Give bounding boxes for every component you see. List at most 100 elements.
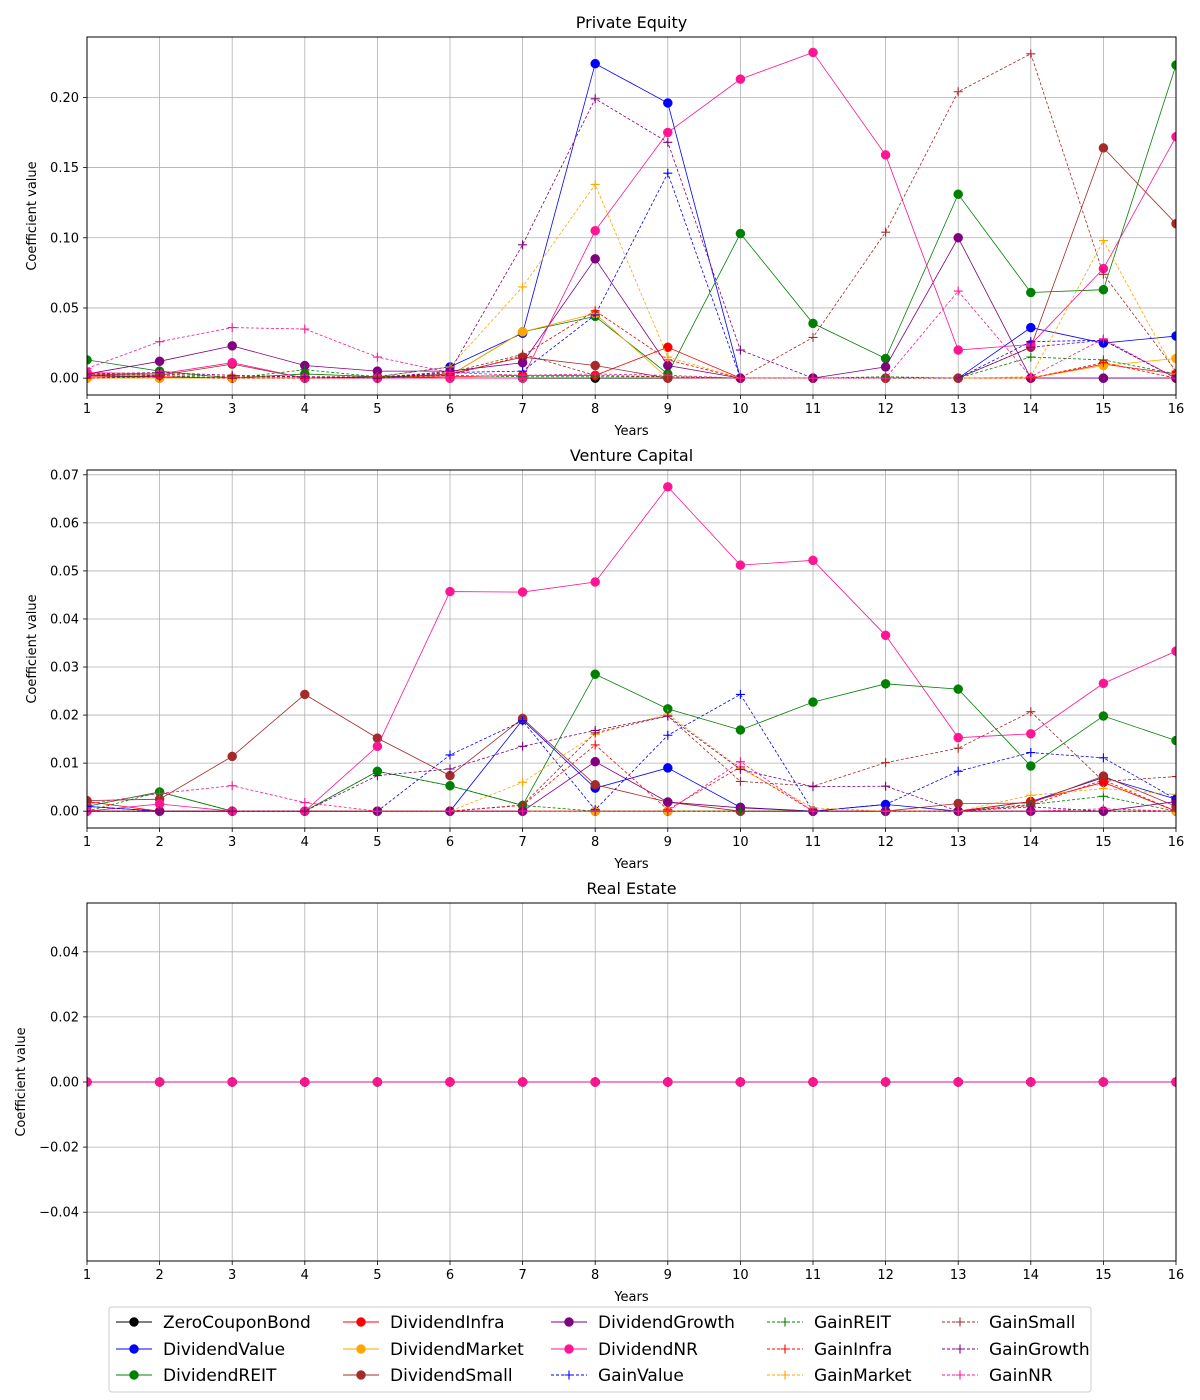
series-line: [87, 183, 1176, 379]
data-point: [155, 806, 165, 816]
series-dividendvalue: [87, 58, 1176, 383]
data-point: [372, 1077, 382, 1087]
data-point: [1026, 790, 1036, 800]
series-gainvalue: [87, 168, 1176, 383]
data-point: [1026, 287, 1036, 298]
data-point: [518, 806, 528, 816]
x-tick-label: 16: [1168, 1268, 1185, 1283]
data-point: [953, 286, 963, 296]
data-point: [590, 179, 600, 189]
data-point: [1098, 143, 1109, 153]
data-point: [808, 332, 818, 342]
legend-marker: [955, 1344, 965, 1354]
data-point: [953, 373, 963, 383]
series-dividendnr: [87, 47, 1176, 383]
x-tick-label: 1: [83, 1268, 91, 1283]
data-point: [953, 766, 963, 776]
chart-panel-real-estate: 1 2 3 4 5 6 7 8 9 10 11 12 13 14 15 16−0.04−0.020.000.0…: [14, 879, 1184, 1305]
data-point: [881, 806, 891, 816]
data-point: [590, 94, 600, 104]
x-tick-label: 5: [373, 402, 381, 417]
data-point: [735, 74, 746, 84]
series-gainreit: [87, 766, 1176, 816]
legend-item-zerocouponbond: ZeroCouponBond: [116, 1313, 311, 1333]
series-line: [87, 715, 1176, 812]
y-tick-label: 0.05: [50, 564, 79, 579]
x-tick-label: 11: [805, 1268, 822, 1283]
y-tick-label: 0.00: [50, 372, 79, 387]
legend-item-dividendmarket: DividendMarket: [343, 1340, 524, 1360]
data-point: [1098, 373, 1109, 383]
data-point: [227, 341, 237, 351]
series-line: [87, 172, 1176, 379]
data-point: [372, 771, 382, 781]
data-point: [300, 689, 310, 700]
data-point: [663, 711, 673, 721]
x-tick-label: 7: [518, 1268, 526, 1283]
data-point: [445, 1077, 455, 1087]
data-point: [880, 679, 891, 689]
series-line: [87, 761, 1176, 812]
x-tick-label: 2: [155, 402, 163, 417]
data-point: [227, 323, 237, 333]
series-line: [87, 693, 1176, 812]
x-axis-label: Years: [613, 1290, 649, 1305]
data-point: [155, 1077, 165, 1087]
x-tick-label: 6: [446, 1268, 454, 1283]
y-tick-label: 0.07: [50, 468, 79, 483]
data-point: [953, 684, 963, 694]
legend-marker: [780, 1317, 790, 1327]
y-tick-label: 0.04: [50, 612, 79, 627]
data-point: [880, 362, 891, 372]
data-point: [953, 87, 963, 97]
series-group: [87, 47, 1176, 383]
x-tick-label: 7: [518, 402, 526, 417]
legend-item-gaininfra: GainInfra: [767, 1340, 892, 1360]
data-point: [1026, 322, 1036, 333]
x-tick-label: 6: [446, 835, 454, 850]
data-point: [590, 360, 600, 371]
data-point: [155, 788, 165, 798]
data-point: [445, 806, 455, 816]
data-point: [808, 806, 818, 816]
data-point: [87, 795, 92, 806]
legend-marker: [564, 1370, 574, 1380]
chart-panel-venture-capital: 1 2 3 4 5 6 7 8 9 10 11 12 13 14 15 160.000.010.020.030…: [25, 446, 1184, 872]
legend-marker: [564, 1317, 574, 1327]
data-point: [87, 801, 92, 811]
data-point: [663, 806, 673, 816]
data-point: [590, 725, 600, 735]
x-tick-label: 5: [373, 835, 381, 850]
data-point: [1026, 352, 1036, 362]
legend-item-gainnr: GainNR: [942, 1366, 1053, 1386]
data-point: [1098, 791, 1108, 801]
data-point: [300, 324, 310, 334]
data-point: [1171, 735, 1176, 746]
x-tick-label: 15: [1095, 835, 1112, 850]
x-tick-label: 14: [1023, 1268, 1040, 1283]
legend-item-dividendvalue: DividendValue: [116, 1340, 285, 1360]
data-point: [735, 560, 746, 570]
legend-label: DividendGrowth: [598, 1313, 735, 1333]
x-tick-label: 5: [373, 1268, 381, 1283]
data-point: [1098, 236, 1108, 246]
series-gainmarket: [87, 709, 1176, 816]
data-point: [663, 482, 673, 492]
plot-frame: [86, 36, 1177, 396]
data-point: [1171, 353, 1176, 364]
data-point: [300, 372, 310, 382]
data-point: [1171, 369, 1176, 379]
y-tick-label: 0.10: [50, 231, 79, 246]
data-point: [227, 806, 237, 816]
data-point: [1098, 711, 1109, 721]
data-point: [663, 730, 673, 740]
data-point: [1026, 761, 1036, 771]
series-gainnr: [87, 757, 1176, 816]
data-point: [953, 732, 963, 743]
data-point: [154, 356, 165, 367]
data-point: [1026, 1077, 1036, 1087]
data-point: [87, 370, 92, 380]
data-point: [590, 806, 600, 816]
data-point: [155, 368, 165, 378]
